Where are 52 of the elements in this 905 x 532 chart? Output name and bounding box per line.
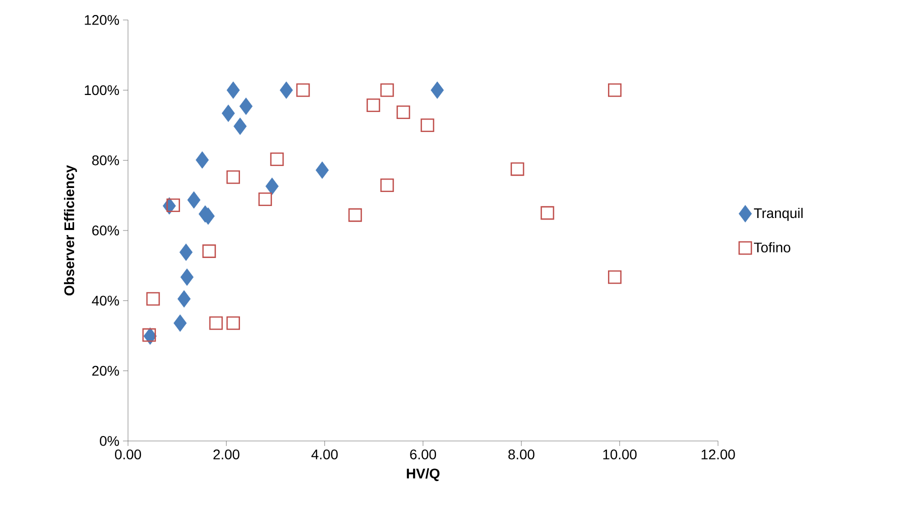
point	[380, 83, 394, 97]
point	[226, 316, 240, 330]
point	[396, 105, 410, 120]
y-tick-label: 20%	[92, 366, 119, 376]
x-tick-label: 0.00	[114, 449, 142, 460]
point	[146, 292, 160, 306]
point	[196, 151, 209, 169]
x-tick-label: 6.00	[410, 449, 436, 460]
point	[166, 198, 180, 212]
point	[510, 162, 524, 176]
y-tick-label: 40%	[92, 296, 119, 306]
y-axis-title: Observer Efficiency	[64, 165, 77, 296]
point	[608, 83, 622, 97]
point	[222, 104, 235, 122]
point	[187, 191, 200, 209]
y-tick-label: 60%	[92, 226, 119, 236]
y-tick-label: 80%	[92, 155, 119, 166]
point	[174, 314, 187, 332]
point	[179, 244, 193, 261]
point	[202, 244, 216, 258]
x-tick-label: 2.00	[213, 449, 240, 460]
point	[280, 81, 293, 99]
point	[430, 81, 444, 99]
point	[142, 328, 156, 342]
point	[180, 268, 194, 286]
y-tick-label: 120%	[84, 15, 119, 25]
point	[366, 98, 380, 112]
point	[258, 192, 272, 206]
point	[265, 178, 279, 195]
legend-label: Tranquil	[754, 208, 803, 221]
point	[608, 270, 622, 284]
legend-label: Tofino	[754, 242, 790, 252]
point	[226, 81, 240, 99]
point	[420, 118, 434, 132]
x-tick-label: 4.00	[311, 449, 338, 460]
x-tick-label: 8.00	[508, 449, 534, 460]
point	[209, 316, 223, 330]
point	[316, 161, 329, 179]
point	[226, 170, 240, 184]
x-axis-title: HV/Q	[406, 468, 440, 482]
point	[296, 83, 310, 97]
point	[177, 290, 191, 308]
point	[380, 178, 394, 192]
point	[239, 98, 253, 115]
y-tick-label: 100%	[84, 85, 119, 96]
point	[348, 208, 362, 222]
point	[540, 206, 554, 220]
y-tick-label: 0%	[100, 436, 119, 446]
x-tick-label: 10.00	[603, 449, 637, 460]
point	[270, 152, 284, 166]
x-tick-label: 12.00	[702, 449, 735, 460]
point	[234, 118, 247, 135]
